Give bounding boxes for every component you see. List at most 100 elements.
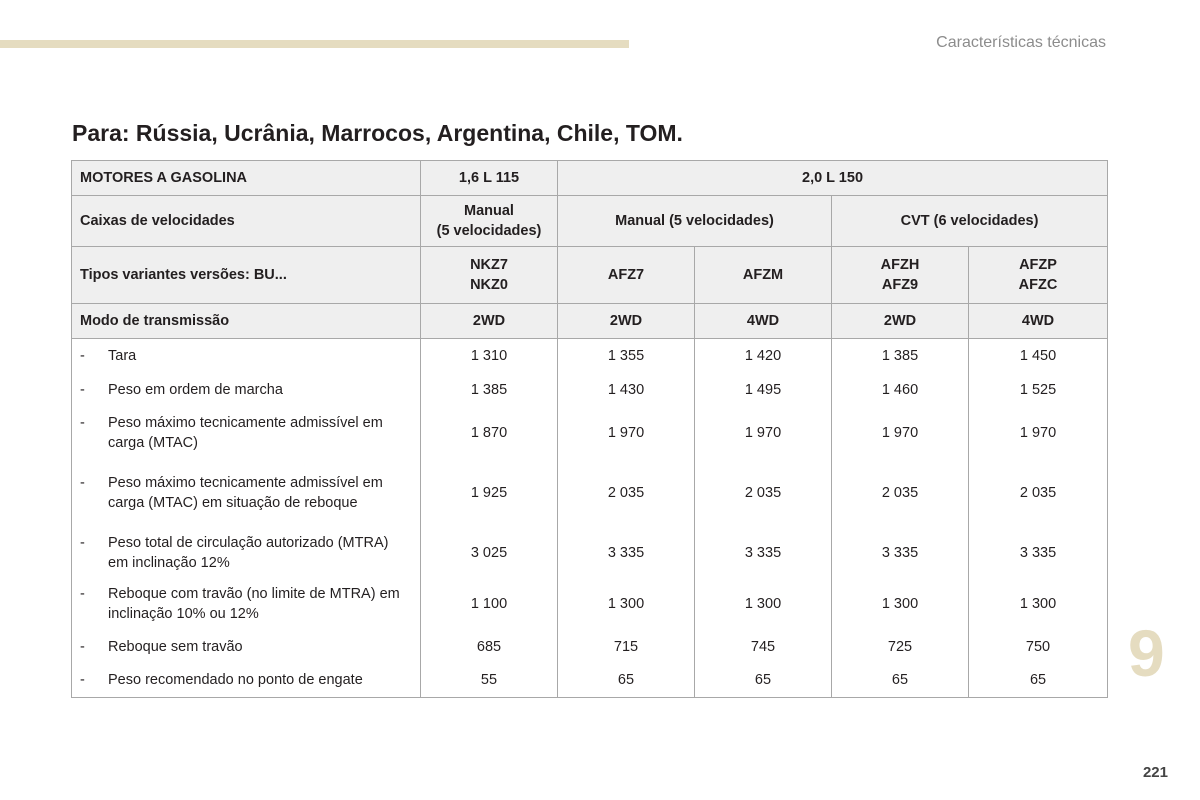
bullet-dash: - <box>80 347 85 364</box>
value-cell: 65 <box>967 663 1109 698</box>
engine-label: MOTORES A GASOLINA <box>71 160 421 196</box>
header-accent-bar <box>0 40 629 48</box>
value-cell: 745 <box>694 629 832 664</box>
value-cell: 1 870 <box>420 406 558 460</box>
chapter-number: 9 <box>1128 616 1165 690</box>
value-cell: 3 335 <box>831 526 969 579</box>
variant-code: AFZH <box>880 257 920 273</box>
value-cell: 2 035 <box>557 459 695 527</box>
table-row: - Peso total de circulação autorizado (MT… <box>71 526 1109 579</box>
row-label: Peso máximo tecnicamente admissível em c… <box>108 475 383 511</box>
value-cell: 1 300 <box>831 578 969 630</box>
variant-code: AFZM <box>742 267 784 283</box>
variants-row: Tipos variantes versões: BU... NKZ7 NKZ0 … <box>71 246 1109 304</box>
bullet-dash: - <box>80 415 85 431</box>
table-row: - Reboque com travão (no limite de MTRA) … <box>71 578 1109 630</box>
table-row: - Peso em ordem de marcha 1 385 1 430 1 4… <box>71 372 1109 407</box>
value-cell: 3 335 <box>694 526 832 579</box>
row-label-cell: - Peso total de circulação autorizado (MT… <box>71 526 421 579</box>
gearbox-1-line2: (5 velocidades) <box>436 223 542 239</box>
value-cell: 1 495 <box>694 372 832 407</box>
value-cell: 55 <box>420 663 558 698</box>
value-cell: 1 385 <box>831 338 969 373</box>
transmission-value: 2WD <box>831 303 969 339</box>
row-label: Tara <box>108 347 137 364</box>
value-cell: 715 <box>557 629 695 664</box>
transmission-value: 4WD <box>694 303 832 339</box>
table-row: - Tara 1 310 1 355 1 420 1 385 1 450 <box>71 338 1109 373</box>
gearbox-row: Caixas de velocidades Manual (5 velocida… <box>71 195 1109 247</box>
bullet-dash: - <box>80 672 85 689</box>
variant-code: NKZ0 <box>470 277 508 293</box>
value-cell: 3 025 <box>420 526 558 579</box>
variant-code: AFZP <box>1019 257 1057 273</box>
row-label-cell: - Peso máximo tecnicamente admissível em … <box>71 459 421 527</box>
page-heading: Para: Rússia, Ucrânia, Marrocos, Argenti… <box>72 120 683 146</box>
value-cell: 1 970 <box>694 406 832 460</box>
value-cell: 1 460 <box>831 372 969 407</box>
engine-1: 1,6 L 115 <box>420 160 558 196</box>
row-label-cell: - Reboque com travão (no limite de MTRA) … <box>71 578 421 630</box>
row-label-cell: - Peso máximo tecnicamente admissível em … <box>71 406 421 460</box>
row-label: Peso em ordem de marcha <box>108 381 283 398</box>
row-label: Reboque sem travão <box>108 638 243 655</box>
weights-table: MOTORES A GASOLINA 1,6 L 115 2,0 L 150 C… <box>71 160 1109 698</box>
table-row: - Peso recomendado no ponto de engate 55 … <box>71 663 1109 698</box>
value-cell: 1 300 <box>694 578 832 630</box>
row-label-cell: - Peso em ordem de marcha <box>71 372 421 407</box>
page-number: 221 <box>1142 764 1168 781</box>
variant-code: AFZ9 <box>881 277 919 293</box>
transmission-value: 4WD <box>967 303 1109 339</box>
value-cell: 1 450 <box>967 338 1109 373</box>
gearbox-3: CVT (6 velocidades) <box>830 195 1109 247</box>
variant-cell: AFZH AFZ9 <box>831 246 969 304</box>
gearbox-label: Caixas de velocidades <box>71 195 421 247</box>
value-cell: 1 430 <box>557 372 695 407</box>
value-cell: 1 385 <box>420 372 558 407</box>
value-cell: 750 <box>967 629 1109 664</box>
transmission-label: Modo de transmissão <box>71 303 421 339</box>
value-cell: 1 970 <box>557 406 695 460</box>
engine-row: MOTORES A GASOLINA 1,6 L 115 2,0 L 150 <box>71 160 1109 196</box>
value-cell: 65 <box>831 663 969 698</box>
table-body: - Tara 1 310 1 355 1 420 1 385 1 450 - Pes… <box>71 338 1109 698</box>
table-row: - Peso máximo tecnicamente admissível em … <box>71 459 1109 527</box>
value-cell: 1 300 <box>967 578 1109 630</box>
value-cell: 1 525 <box>967 372 1109 407</box>
value-cell: 2 035 <box>694 459 832 527</box>
variant-cell: AFZP AFZC <box>967 246 1109 304</box>
value-cell: 1 970 <box>831 406 969 460</box>
gearbox-1: Manual (5 velocidades) <box>420 195 558 247</box>
value-cell: 1 310 <box>420 338 558 373</box>
value-cell: 3 335 <box>967 526 1109 579</box>
bullet-dash: - <box>80 381 85 398</box>
variant-code: NKZ7 <box>470 257 508 273</box>
engine-2: 2,0 L 150 <box>556 160 1109 196</box>
gearbox-1-line1: Manual <box>464 203 514 219</box>
bullet-dash: - <box>80 475 85 491</box>
row-label-cell: - Reboque sem travão <box>71 629 421 664</box>
transmission-value: 2WD <box>420 303 558 339</box>
variant-cell: AFZ7 <box>557 246 695 304</box>
row-label-cell: - Tara <box>71 338 421 373</box>
gearbox-2: Manual (5 velocidades) <box>557 195 832 247</box>
value-cell: 3 335 <box>557 526 695 579</box>
value-cell: 65 <box>694 663 832 698</box>
value-cell: 1 300 <box>557 578 695 630</box>
bullet-dash: - <box>80 534 85 551</box>
value-cell: 1 420 <box>694 338 832 373</box>
row-label: Reboque com travão (no limite de MTRA) e… <box>108 586 400 622</box>
variants-label: Tipos variantes versões: BU... <box>71 246 421 304</box>
value-cell: 65 <box>557 663 695 698</box>
value-cell: 2 035 <box>831 459 969 527</box>
section-title: Características técnicas <box>936 34 1106 51</box>
value-cell: 1 925 <box>420 459 558 527</box>
value-cell: 1 100 <box>420 578 558 630</box>
transmission-row: Modo de transmissão 2WD 2WD 4WD 2WD 4WD <box>71 303 1109 339</box>
table-row: - Reboque sem travão 685 715 745 725 750 <box>71 629 1109 664</box>
row-label: Peso total de circulação autorizado (MTR… <box>108 534 389 571</box>
variant-cell: AFZM <box>694 246 832 304</box>
variant-cell: NKZ7 NKZ0 <box>420 246 558 304</box>
bullet-dash: - <box>80 586 85 602</box>
value-cell: 1 970 <box>967 406 1109 460</box>
